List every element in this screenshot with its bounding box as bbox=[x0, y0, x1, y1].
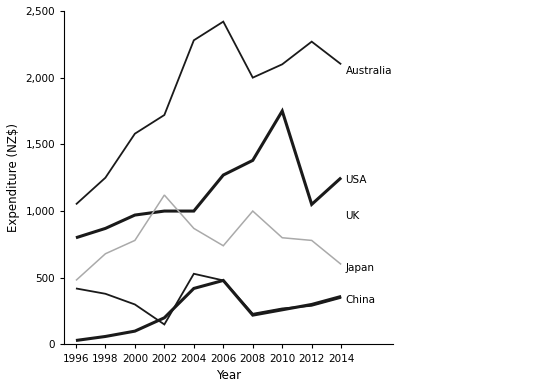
X-axis label: Year: Year bbox=[216, 369, 241, 382]
Text: Japan: Japan bbox=[345, 263, 374, 273]
Text: USA: USA bbox=[345, 175, 367, 186]
Y-axis label: Expenditure (NZ$): Expenditure (NZ$) bbox=[7, 123, 20, 232]
Text: Australia: Australia bbox=[345, 66, 392, 76]
Text: UK: UK bbox=[345, 211, 360, 221]
Text: China: China bbox=[345, 296, 376, 305]
